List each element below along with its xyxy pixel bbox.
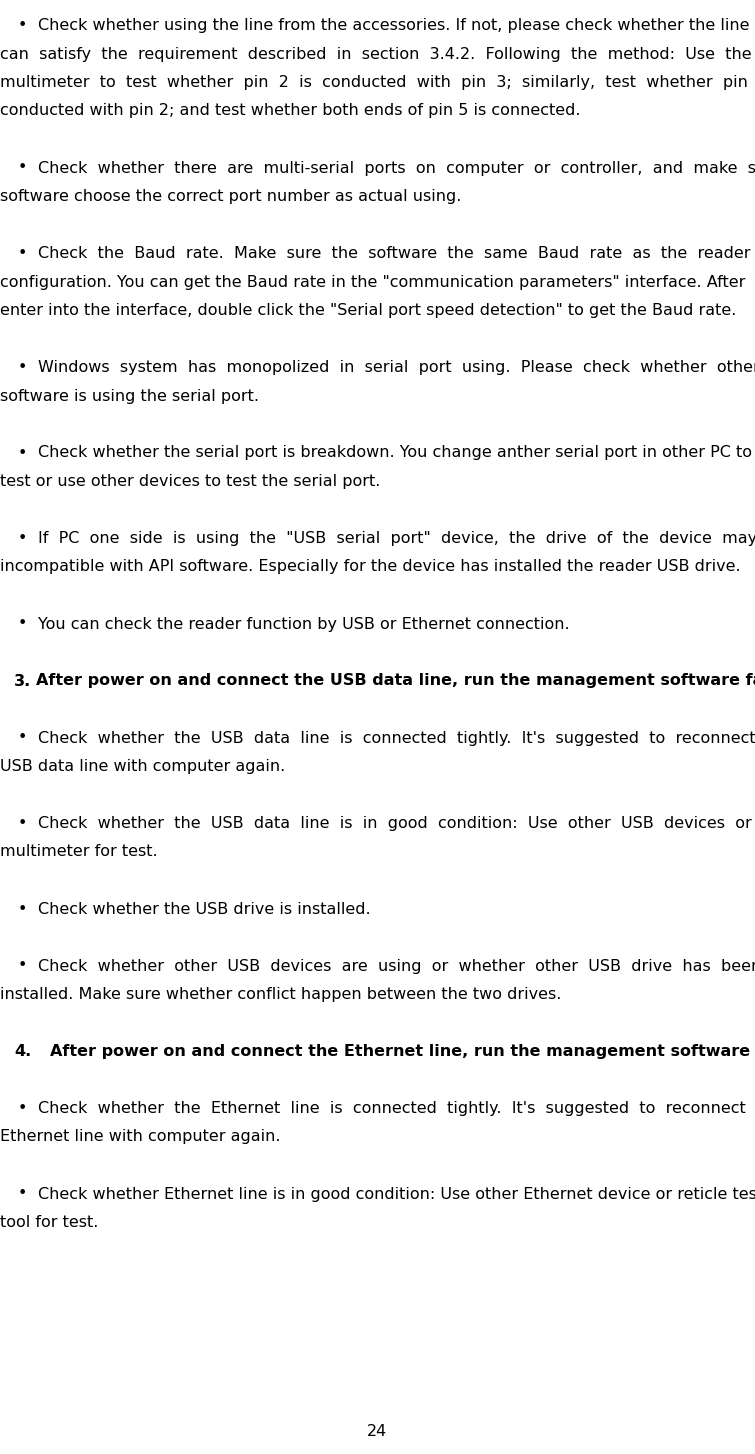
Text: Check whether using the line from the accessories. If not, please check whether : Check whether using the line from the ac… <box>38 17 750 33</box>
Text: multimeter for test.: multimeter for test. <box>0 845 158 859</box>
Text: Windows  system  has  monopolized  in  serial  port  using.  Please  check  whet: Windows system has monopolized in serial… <box>38 361 755 375</box>
Text: 4.: 4. <box>14 1044 31 1059</box>
Text: Check  whether  the  USB  data  line  is  connected  tightly.  It's  suggested  : Check whether the USB data line is conne… <box>38 730 755 746</box>
Text: conducted with pin 2; and test whether both ends of pin 5 is connected.: conducted with pin 2; and test whether b… <box>0 103 581 118</box>
Text: If  PC  one  side  is  using  the  "USB  serial  port"  device,  the  drive  of : If PC one side is using the "USB serial … <box>38 531 755 547</box>
Text: •: • <box>18 531 27 547</box>
Text: enter into the interface, double click the "Serial port speed detection" to get : enter into the interface, double click t… <box>0 302 736 318</box>
Text: Ethernet line with computer again.: Ethernet line with computer again. <box>0 1130 281 1144</box>
Text: configuration. You can get the Baud rate in the "communication parameters" inter: configuration. You can get the Baud rate… <box>0 275 745 289</box>
Text: 3.: 3. <box>14 673 31 689</box>
Text: multimeter  to  test  whether  pin  2  is  conducted  with  pin  3;  similarly, : multimeter to test whether pin 2 is cond… <box>0 76 755 90</box>
Text: Check  whether  the  USB  data  line  is  in  good  condition:  Use  other  USB : Check whether the USB data line is in go… <box>38 816 752 832</box>
Text: 24: 24 <box>368 1423 387 1439</box>
Text: incompatible with API software. Especially for the device has installed the read: incompatible with API software. Especial… <box>0 560 741 574</box>
Text: •: • <box>18 730 27 746</box>
Text: •: • <box>18 361 27 375</box>
Text: installed. Make sure whether conflict happen between the two drives.: installed. Make sure whether conflict ha… <box>0 987 562 1002</box>
Text: •: • <box>18 816 27 832</box>
Text: Check  the  Baud  rate.  Make  sure  the  software  the  same  Baud  rate  as  t: Check the Baud rate. Make sure the softw… <box>38 246 750 262</box>
Text: Check whether Ethernet line is in good condition: Use other Ethernet device or r: Check whether Ethernet line is in good c… <box>38 1186 755 1201</box>
Text: After power on and connect the USB data line, run the management software fail.: After power on and connect the USB data … <box>36 673 755 689</box>
Text: can  satisfy  the  requirement  described  in  section  3.4.2.  Following  the  : can satisfy the requirement described in… <box>0 47 752 61</box>
Text: Check  whether  the  Ethernet  line  is  connected  tightly.  It's  suggested  t: Check whether the Ethernet line is conne… <box>38 1101 755 1117</box>
Text: •: • <box>18 901 27 916</box>
Text: •: • <box>18 616 27 631</box>
Text: Check whether the serial port is breakdown. You change anther serial port in oth: Check whether the serial port is breakdo… <box>38 445 752 461</box>
Text: •: • <box>18 17 27 33</box>
Text: test or use other devices to test the serial port.: test or use other devices to test the se… <box>0 474 381 489</box>
Text: Check whether the USB drive is installed.: Check whether the USB drive is installed… <box>38 901 371 916</box>
Text: •: • <box>18 246 27 262</box>
Text: software is using the serial port.: software is using the serial port. <box>0 388 259 404</box>
Text: tool for test.: tool for test. <box>0 1216 98 1230</box>
Text: •: • <box>18 445 27 461</box>
Text: •: • <box>18 160 27 176</box>
Text: USB data line with computer again.: USB data line with computer again. <box>0 759 285 774</box>
Text: software choose the correct port number as actual using.: software choose the correct port number … <box>0 189 461 204</box>
Text: After power on and connect the Ethernet line, run the management software fail.: After power on and connect the Ethernet … <box>50 1044 755 1059</box>
Text: Check  whether  there  are  multi-serial  ports  on  computer  or  controller,  : Check whether there are multi-serial por… <box>38 160 755 176</box>
Text: •: • <box>18 1186 27 1201</box>
Text: Check  whether  other  USB  devices  are  using  or  whether  other  USB  drive : Check whether other USB devices are usin… <box>38 958 755 974</box>
Text: You can check the reader function by USB or Ethernet connection.: You can check the reader function by USB… <box>38 616 569 631</box>
Text: •: • <box>18 958 27 974</box>
Text: •: • <box>18 1101 27 1117</box>
